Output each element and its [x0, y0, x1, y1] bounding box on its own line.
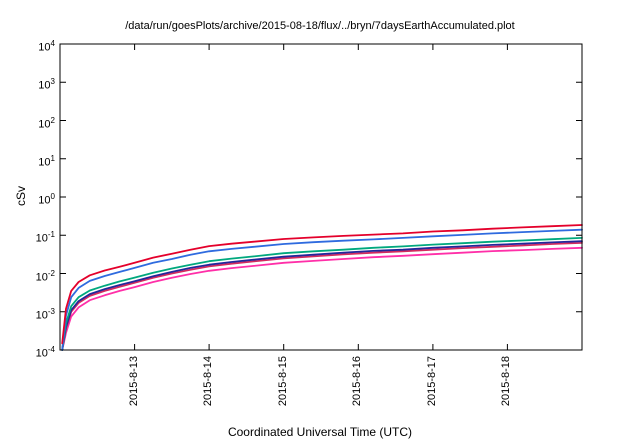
chart-title: /data/run/goesPlots/archive/2015-08-18/f…	[125, 20, 515, 32]
y-tick-label: 103	[38, 77, 55, 92]
series-line-navy	[61, 240, 583, 351]
y-tick-label: 10-2	[35, 268, 55, 284]
series-line-crimson	[61, 242, 583, 351]
x-tick-label: 2015-8-18	[500, 356, 513, 407]
x-tick-label: 2015-8-17	[425, 356, 438, 407]
y-tick-label: 101	[38, 153, 55, 169]
series-line-blue	[61, 228, 583, 351]
y-tick-label: 104	[38, 39, 55, 54]
series-line-teal	[61, 237, 583, 351]
y-tick-label: 100	[38, 192, 55, 207]
y-tick-label: 10-1	[35, 230, 55, 245]
y-tick-label: 102	[38, 115, 55, 131]
x-tick-label: 2015-8-16	[351, 356, 364, 407]
series-line-magenta	[61, 246, 583, 351]
plot-border	[59, 43, 583, 351]
x-tick-label: 2015-8-14	[202, 356, 215, 407]
y-tick-label: 10-3	[35, 306, 55, 322]
x-axis-label: Coordinated Universal Time (UTC)	[227, 425, 413, 439]
x-tick-label: 2015-8-15	[276, 356, 289, 407]
y-tick-label: 10-4	[35, 345, 55, 360]
series-line-red	[61, 224, 583, 345]
x-tick-label: 2015-8-13	[127, 356, 140, 407]
